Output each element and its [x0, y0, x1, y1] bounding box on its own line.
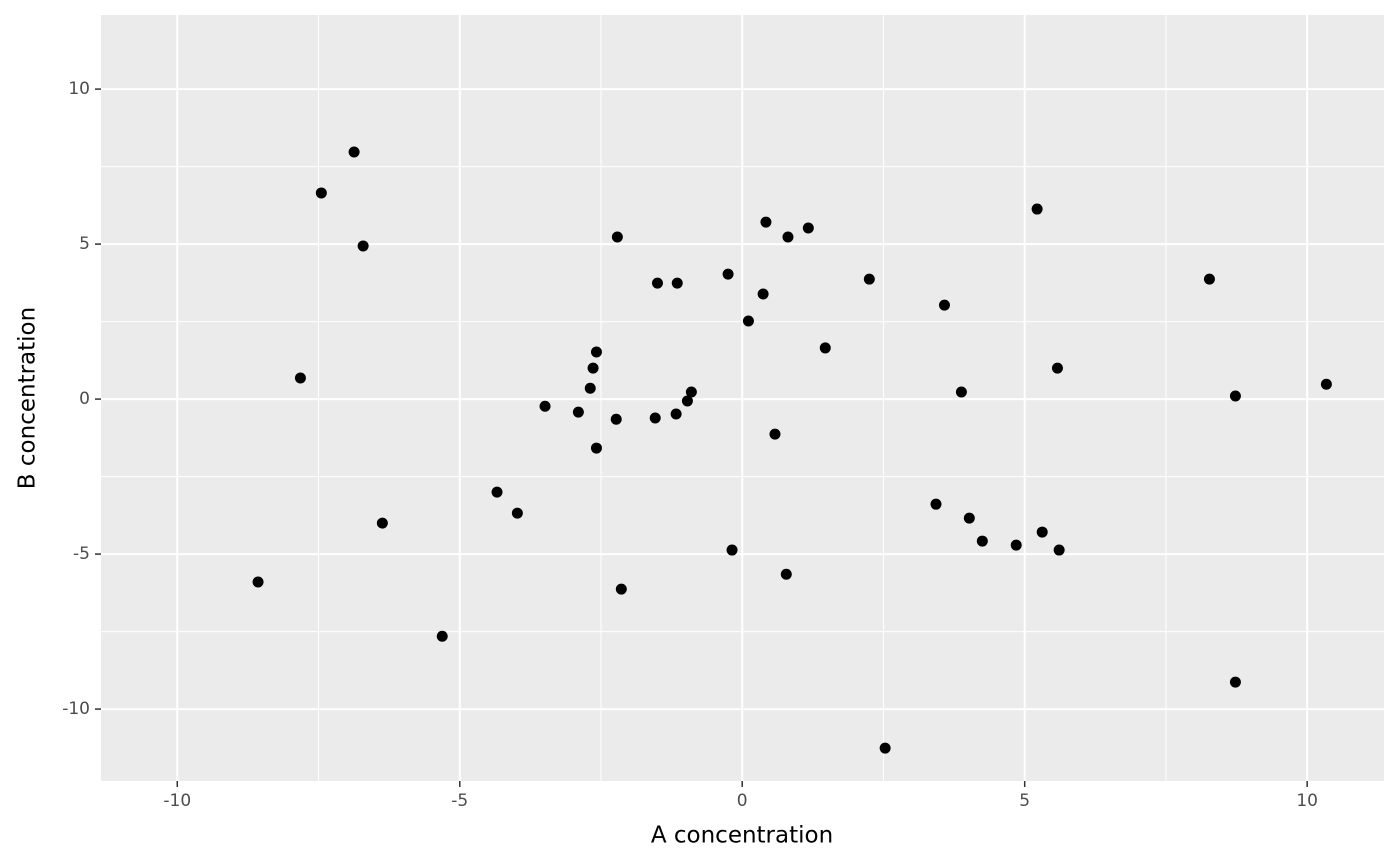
x-tick-label: -5 [451, 791, 468, 811]
point [491, 486, 503, 498]
point [1031, 203, 1043, 215]
point [1203, 273, 1215, 285]
point [955, 386, 967, 398]
point [348, 146, 360, 158]
point [802, 222, 814, 234]
point [930, 498, 942, 510]
point [584, 382, 596, 394]
point [782, 231, 794, 243]
point [722, 268, 734, 280]
point [436, 630, 448, 642]
point [651, 277, 663, 289]
point [757, 288, 769, 300]
y-tick-label: -5 [73, 544, 90, 564]
x-tick-label: 0 [737, 791, 748, 811]
point [590, 346, 602, 358]
point [511, 507, 523, 519]
y-tick-label: 0 [79, 389, 90, 409]
x-tick-label: 5 [1019, 791, 1030, 811]
point [726, 544, 738, 556]
x-tick-label: 10 [1296, 791, 1318, 811]
point [357, 240, 369, 252]
point [879, 742, 891, 754]
point [780, 568, 792, 580]
point [649, 412, 661, 424]
point [1053, 544, 1065, 556]
point [615, 583, 627, 595]
point [294, 372, 306, 384]
point [819, 342, 831, 354]
grid [101, 15, 1384, 781]
point [539, 400, 551, 412]
y-tick-label: 5 [79, 234, 90, 254]
y-tick-label: -10 [62, 699, 90, 719]
point [587, 362, 599, 374]
point [671, 277, 683, 289]
point [315, 187, 327, 199]
y-tick-label: 10 [68, 79, 90, 99]
point [590, 442, 602, 454]
point [681, 395, 693, 407]
point [1010, 539, 1022, 551]
point [1036, 526, 1048, 538]
point [1320, 378, 1332, 390]
point [685, 386, 697, 398]
x-tick-label: -10 [163, 791, 191, 811]
point [938, 299, 950, 311]
y-axis-title: B concentration [15, 307, 41, 489]
point [572, 406, 584, 418]
x-axis-title: A concentration [651, 823, 833, 849]
point [670, 408, 682, 420]
point [963, 512, 975, 524]
point [252, 576, 264, 588]
point [769, 428, 781, 440]
point [1229, 390, 1241, 402]
point [611, 231, 623, 243]
point [863, 273, 875, 285]
point [976, 535, 988, 547]
point [1051, 362, 1063, 374]
point [1229, 676, 1241, 688]
points [252, 146, 1332, 754]
point [610, 413, 622, 425]
point [376, 517, 388, 529]
point [760, 216, 772, 228]
point [742, 315, 754, 327]
